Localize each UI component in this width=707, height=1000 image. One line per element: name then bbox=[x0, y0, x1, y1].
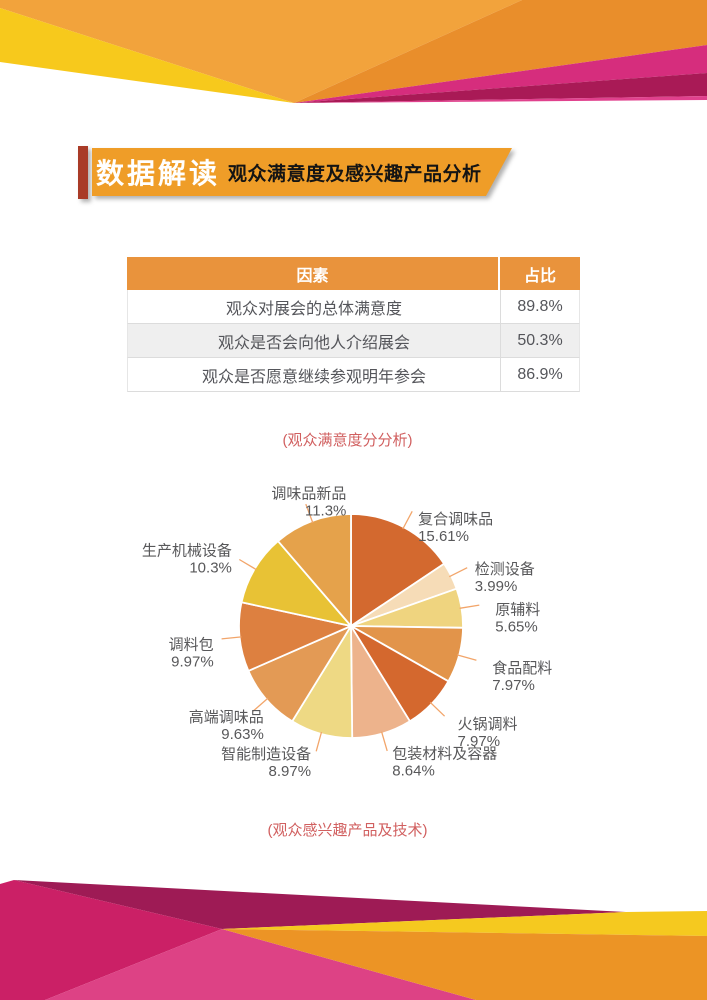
pie-leader-line-3 bbox=[456, 654, 477, 661]
pie-label-name-8: 调料包 bbox=[169, 636, 214, 653]
pie-leader-line-10 bbox=[305, 503, 314, 524]
pie-leader-line-8 bbox=[221, 636, 242, 640]
table-header-row: 因素 占比 bbox=[127, 257, 580, 290]
pie-label-name-2: 原辅料 bbox=[495, 601, 540, 618]
pie-label-value-4: 7.97% bbox=[458, 733, 501, 750]
pie-label-value-7: 9.63% bbox=[221, 726, 264, 743]
header-pink-line bbox=[294, 96, 707, 103]
table-header-percent: 占比 bbox=[523, 267, 556, 285]
pie-leader-line-7 bbox=[252, 697, 269, 712]
pie-label-name-6: 智能制造设备 bbox=[221, 745, 311, 763]
pie-label-name-3: 食品配料 bbox=[492, 660, 552, 677]
section-subtitle: 观众满意度及感兴趣产品分析 bbox=[228, 163, 482, 185]
pie-label-name-1: 检测设备 bbox=[475, 561, 535, 578]
pie-label-name-9: 生产机械设备 bbox=[142, 542, 232, 559]
pie-label-value-1: 3.99% bbox=[475, 578, 518, 595]
footer-decoration bbox=[0, 860, 707, 1000]
interest-pie-chart: 复合调味品15.61%检测设备3.99%原辅料5.65%食品配料7.97%火锅调… bbox=[142, 485, 552, 780]
pie-leader-line-2 bbox=[459, 604, 480, 609]
table-cell-percent: 50.3% bbox=[517, 331, 563, 349]
pie-label-value-9: 10.3% bbox=[189, 559, 232, 576]
pie-label-name-4: 火锅调料 bbox=[458, 716, 518, 733]
table-cell-percent: 86.9% bbox=[517, 365, 563, 383]
pie-label-value-5: 8.64% bbox=[392, 763, 435, 780]
pie-label-name-0: 复合调味品 bbox=[418, 510, 493, 528]
pie-leader-line-9 bbox=[238, 558, 257, 571]
section-banner: 数据解读 观众满意度及感兴趣产品分析 bbox=[78, 145, 518, 203]
pie-leader-line-4 bbox=[429, 701, 446, 717]
pie-leader-line-1 bbox=[449, 567, 468, 578]
pie-label-name-7: 高端调味品 bbox=[189, 709, 264, 726]
pie-label-value-2: 5.65% bbox=[495, 618, 538, 635]
table-caption: (观众满意度分分析) bbox=[282, 432, 413, 449]
pie-leader-line-5 bbox=[380, 731, 388, 752]
satisfaction-table: 因素 占比 观众对展会的总体满意度 89.8% 观众是否会向他人介绍展会 50.… bbox=[127, 257, 580, 392]
pie-label-name-10: 调味品新品 bbox=[271, 485, 346, 502]
pie-leader-line-6 bbox=[315, 731, 323, 752]
pie-label-value-3: 7.97% bbox=[492, 677, 535, 694]
banner-red-bar bbox=[78, 146, 88, 199]
table-cell-factor: 观众是否会向他人介绍展会 bbox=[128, 324, 501, 357]
pie-label-value-0: 15.61% bbox=[418, 528, 469, 545]
table-row: 观众对展会的总体满意度 89.8% bbox=[127, 290, 580, 324]
table-row: 观众是否会向他人介绍展会 50.3% bbox=[127, 324, 580, 358]
table-header-factor: 因素 bbox=[127, 257, 500, 290]
pie-label-value-6: 8.97% bbox=[269, 763, 312, 780]
table-cell-factor: 观众对展会的总体满意度 bbox=[128, 290, 501, 323]
table-cell-percent: 89.8% bbox=[517, 297, 563, 315]
pie-label-value-10: 11.3% bbox=[305, 502, 346, 519]
pie-caption: (观众感兴趣产品及技术) bbox=[267, 822, 428, 839]
pie-label-value-8: 9.97% bbox=[171, 653, 214, 670]
table-row: 观众是否愿意继续参观明年参会 86.9% bbox=[127, 358, 580, 392]
pie-leader-line-0 bbox=[402, 510, 413, 530]
table-cell-factor: 观众是否愿意继续参观明年参会 bbox=[128, 358, 501, 391]
header-decoration bbox=[0, 0, 707, 105]
section-title: 数据解读 bbox=[96, 158, 221, 189]
banner-shape: 数据解读 观众满意度及感兴趣产品分析 bbox=[92, 148, 512, 196]
pie-label-name-5: 包装材料及容器 bbox=[392, 746, 497, 763]
